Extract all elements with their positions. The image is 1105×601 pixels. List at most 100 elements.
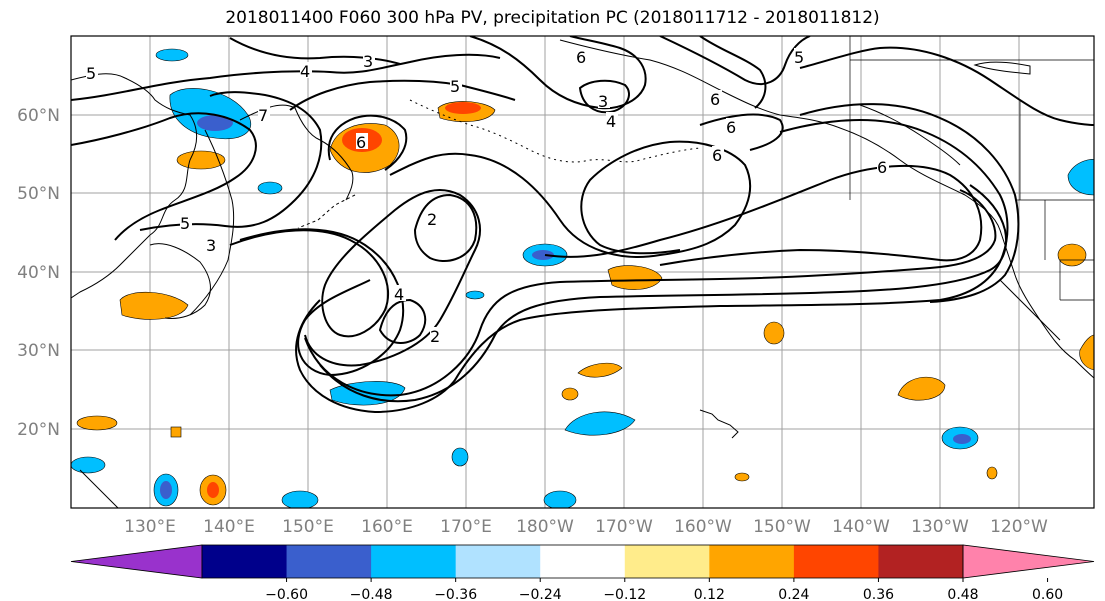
- contour-label: 5: [180, 214, 192, 233]
- pv-contour: [327, 114, 408, 171]
- colorbar-segment: [878, 545, 964, 578]
- pos-anomaly-patch: [607, 265, 663, 290]
- colorbar: −0.60 −0.48 −0.36 −0.24 −0.12 0.12 0.24 0.36 0.4…: [70, 544, 1095, 601]
- svg-text:6: 6: [576, 48, 586, 67]
- contour-label: 7: [258, 106, 270, 125]
- svg-text:3: 3: [206, 236, 216, 255]
- colorbar-segment: [455, 545, 541, 578]
- colorbar-tick-label: −0.24: [519, 587, 562, 601]
- neg-anomaly-patch: [155, 48, 189, 62]
- contour-labels: 5 4 3 5 6 3 4 6 5 6 6 6 7 6 2 5 3 4 2: [86, 48, 889, 346]
- neg-anomaly-patch: [465, 290, 485, 300]
- contour-label: 4: [300, 62, 312, 81]
- lon-label: 130°W: [911, 517, 969, 537]
- svg-text:2: 2: [430, 327, 440, 346]
- pv-contour: [229, 189, 481, 367]
- neg-anomaly-patch: [543, 490, 577, 508]
- contour-label: 6: [712, 146, 724, 165]
- contour-label: 3: [598, 92, 610, 111]
- pos-anomaly-patch: [763, 321, 785, 345]
- contour-label: 4: [394, 285, 406, 304]
- pos-anomaly-patch: [1079, 334, 1094, 371]
- svg-text:6: 6: [726, 118, 736, 137]
- lon-label: 140°W: [832, 517, 890, 537]
- svg-text:2: 2: [427, 210, 437, 229]
- neg-anomaly-core: [953, 434, 971, 444]
- kamchatka-coast: [239, 104, 354, 201]
- pv-contour: [289, 79, 516, 111]
- contour-label: 6: [877, 158, 889, 177]
- pv-contour: [799, 103, 1020, 303]
- pv-contour: [699, 36, 767, 109]
- contour-label: 2: [430, 327, 442, 346]
- lon-label: 170°E: [440, 517, 492, 537]
- svg-text:3: 3: [598, 92, 608, 111]
- svg-text:4: 4: [606, 112, 616, 131]
- lon-label: 160°E: [361, 517, 413, 537]
- pv-contour: [304, 189, 997, 397]
- longitude-labels: 130°E 140°E 150°E 160°E 170°E 180°W 170°…: [124, 517, 1048, 537]
- lat-label: 60°N: [17, 106, 60, 126]
- colorbar-tick-label: 0.60: [1032, 587, 1063, 601]
- aleutian-islands: [409, 99, 701, 163]
- colorbar-tick-label: 0.36: [863, 587, 894, 601]
- colorbar-segment: [540, 545, 626, 578]
- colorbar-outline: [201, 544, 964, 579]
- philippines-coast: [79, 469, 119, 508]
- colorbar-tick-label: −0.12: [603, 587, 646, 601]
- pos-anomaly-patch: [119, 291, 189, 320]
- map-frame: [70, 35, 1095, 509]
- svg-text:4: 4: [394, 285, 404, 304]
- pos-anomaly-patch: [986, 466, 998, 480]
- svg-text:5: 5: [86, 64, 96, 83]
- asia-coast: [71, 73, 198, 299]
- pv-contours: [71, 36, 1094, 414]
- pv-contour: [71, 53, 501, 101]
- lon-label: 130°E: [124, 517, 176, 537]
- colorbar-tick-label: −0.60: [265, 587, 308, 601]
- lon-label: 150°E: [282, 517, 334, 537]
- pos-anomaly-patch: [76, 415, 118, 431]
- pv-contour: [799, 46, 1094, 126]
- lon-label: 180°W: [516, 517, 574, 537]
- colorbar-segment: [793, 545, 879, 578]
- contour-label: 6: [726, 118, 738, 137]
- colorbar-segment: [624, 545, 710, 578]
- svg-text:5: 5: [794, 48, 804, 67]
- colorbar-segment: [202, 545, 288, 578]
- colorbar-tick-label: 0.12: [694, 587, 725, 601]
- neg-anomaly-patch: [564, 411, 636, 436]
- pv-contour: [578, 79, 630, 114]
- svg-text:6: 6: [710, 90, 720, 109]
- arctic-island: [973, 61, 1031, 75]
- contour-label: 5: [450, 77, 462, 96]
- pos-anomaly-patch: [577, 362, 623, 378]
- contour-label: 3: [206, 236, 218, 255]
- lon-label: 140°E: [203, 517, 255, 537]
- neg-anomaly-patch: [1067, 159, 1094, 196]
- svg-text:3: 3: [363, 52, 373, 71]
- colorbar-tick-label: −0.48: [350, 587, 393, 601]
- pos-anomaly-patch: [1057, 243, 1087, 267]
- pos-anomaly-patch: [561, 387, 579, 401]
- neg-anomaly-patch: [71, 456, 106, 474]
- colorbar-segment: [709, 545, 795, 578]
- lat-label: 50°N: [17, 184, 60, 204]
- lon-label: 120°W: [990, 517, 1048, 537]
- pos-anomaly-patch: [176, 150, 226, 170]
- svg-text:6: 6: [712, 146, 722, 165]
- pv-contour: [413, 193, 478, 262]
- colorbar-segment: [286, 545, 372, 578]
- contour-label: 6: [356, 133, 368, 152]
- neg-anomaly-patch: [281, 490, 319, 508]
- contour-label: 3: [363, 52, 375, 71]
- pv-contour: [699, 113, 784, 151]
- contour-label: 6: [710, 90, 722, 109]
- pv-contour: [389, 140, 752, 258]
- pos-anomaly-core: [207, 482, 219, 498]
- pv-contour: [544, 164, 983, 266]
- neg-anomaly-patch: [451, 447, 469, 467]
- pos-anomaly-patch: [897, 376, 946, 401]
- colorbar-tick-label: 0.24: [778, 587, 809, 601]
